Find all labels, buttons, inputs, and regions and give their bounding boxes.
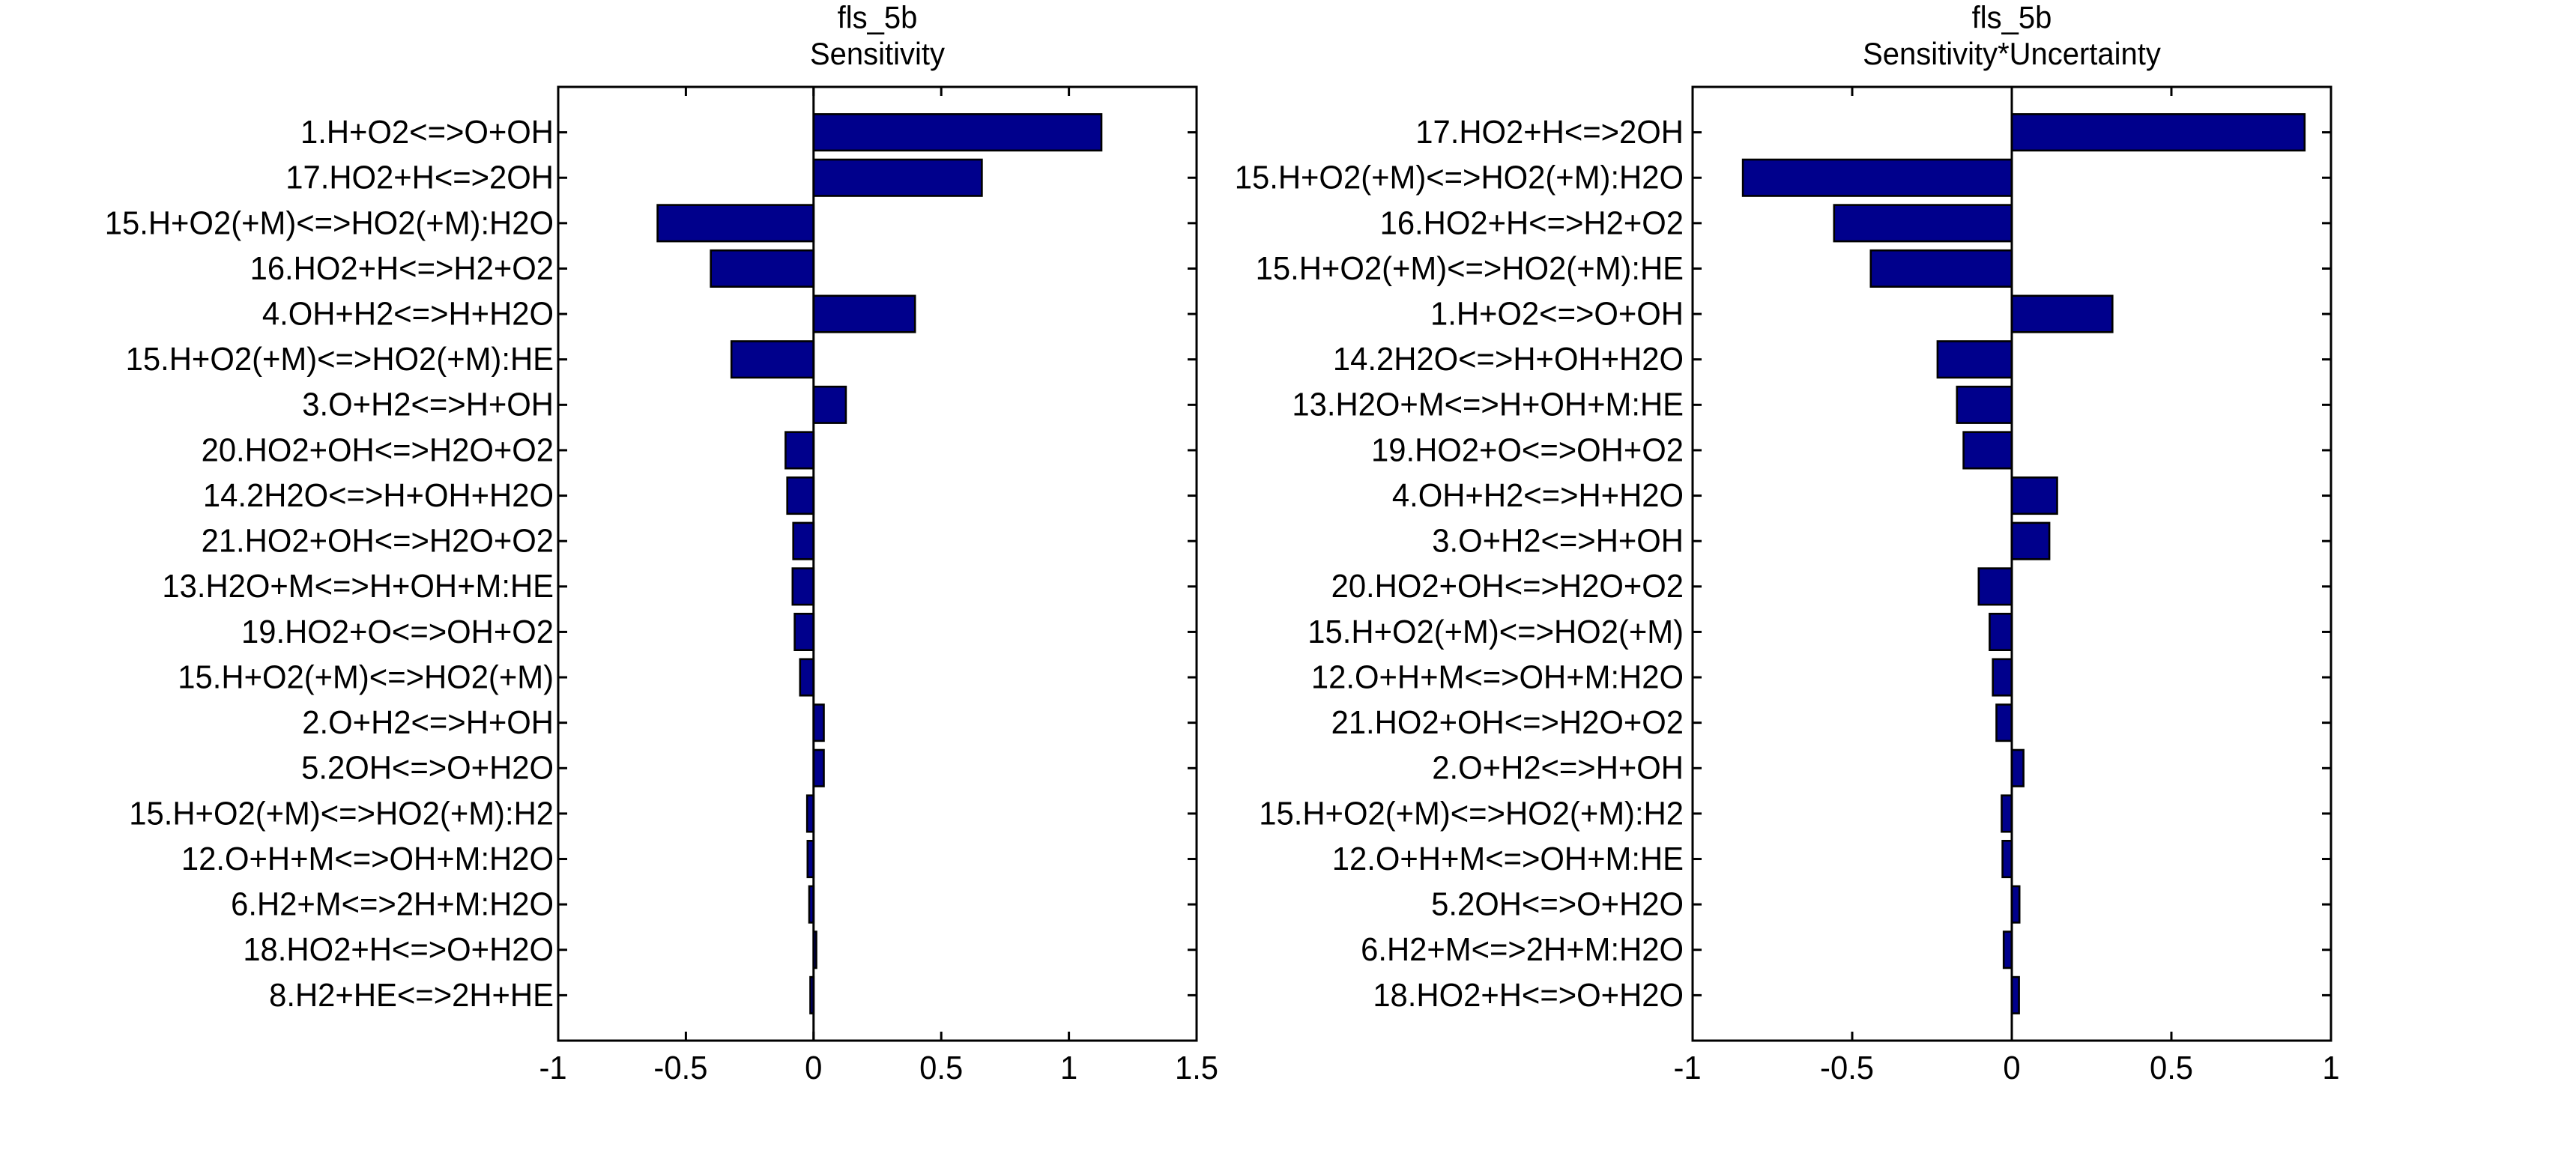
svg-text:19.HO2+O<=>OH+O2: 19.HO2+O<=>OH+O2 (241, 614, 554, 650)
svg-text:15.H+O2(+M)<=>HO2(+M):H2: 15.H+O2(+M)<=>HO2(+M):H2 (1259, 795, 1684, 832)
svg-text:17.HO2+H<=>2OH: 17.HO2+H<=>2OH (285, 160, 554, 196)
svg-text:3.O+H2<=>H+OH: 3.O+H2<=>H+OH (1432, 523, 1684, 560)
svg-text:19.HO2+O<=>OH+O2: 19.HO2+O<=>OH+O2 (1371, 432, 1684, 468)
svg-text:20.HO2+OH<=>H2O+O2: 20.HO2+OH<=>H2O+O2 (1331, 568, 1684, 605)
svg-text:14.2H2O<=>H+OH+H2O: 14.2H2O<=>H+OH+H2O (203, 477, 554, 514)
svg-text:2.O+H2<=>H+OH: 2.O+H2<=>H+OH (302, 704, 554, 741)
svg-text:5.2OH<=>O+H2O: 5.2OH<=>O+H2O (301, 750, 554, 787)
svg-text:18.HO2+H<=>O+H2O: 18.HO2+H<=>O+H2O (243, 931, 554, 968)
svg-text:3.O+H2<=>H+OH: 3.O+H2<=>H+OH (302, 387, 554, 423)
svg-text:13.H2O+M<=>H+OH+M:HE: 13.H2O+M<=>H+OH+M:HE (1292, 387, 1684, 423)
svg-text:5.2OH<=>O+H2O: 5.2OH<=>O+H2O (1431, 886, 1684, 922)
svg-text:0: 0 (805, 1050, 822, 1086)
svg-text:15.H+O2(+M)<=>HO2(+M):HE: 15.H+O2(+M)<=>HO2(+M):HE (1256, 250, 1684, 287)
svg-text:20.HO2+OH<=>H2O+O2: 20.HO2+OH<=>H2O+O2 (202, 432, 554, 468)
svg-text:1: 1 (549, 1050, 566, 1086)
svg-text:17.HO2+H<=>2OH: 17.HO2+H<=>2OH (1415, 114, 1684, 151)
svg-text:15.H+O2(+M)<=>HO2(+M):H2: 15.H+O2(+M)<=>HO2(+M):H2 (129, 795, 554, 832)
svg-text:15.H+O2(+M)<=>HO2(+M):HE: 15.H+O2(+M)<=>HO2(+M):HE (126, 341, 554, 378)
svg-text:4.OH+H2<=>H+H2O: 4.OH+H2<=>H+H2O (1392, 477, 1684, 514)
svg-text:16.HO2+H<=>H2+O2: 16.HO2+H<=>H2+O2 (250, 250, 554, 287)
svg-text:15.H+O2(+M)<=>HO2(+M):H2O: 15.H+O2(+M)<=>HO2(+M):H2O (1235, 160, 1684, 196)
svg-text:12.O+H+M<=>OH+M:H2O: 12.O+H+M<=>OH+M:H2O (181, 841, 554, 877)
svg-text:0.5: 0.5 (2150, 1050, 2193, 1086)
svg-text:12.O+H+M<=>OH+M:HE: 12.O+H+M<=>OH+M:HE (1332, 841, 1684, 877)
svg-text:16.HO2+H<=>H2+O2: 16.HO2+H<=>H2+O2 (1380, 205, 1684, 241)
svg-text:21.HO2+OH<=>H2O+O2: 21.HO2+OH<=>H2O+O2 (202, 523, 554, 560)
svg-text:6.H2+M<=>2H+M:H2O: 6.H2+M<=>2H+M:H2O (1361, 931, 1684, 968)
svg-text:15.H+O2(+M)<=>HO2(+M):H2O: 15.H+O2(+M)<=>HO2(+M):H2O (105, 205, 554, 241)
svg-text:-: - (653, 1050, 664, 1086)
svg-text:1: 1 (1684, 1050, 1701, 1086)
svg-text:0: 0 (2003, 1050, 2020, 1086)
svg-text:15.H+O2(+M)<=>HO2(+M): 15.H+O2(+M)<=>HO2(+M) (1307, 614, 1684, 650)
svg-text:0.5: 0.5 (664, 1050, 707, 1086)
svg-text:0.5: 0.5 (919, 1050, 963, 1086)
svg-text:15.H+O2(+M)<=>HO2(+M): 15.H+O2(+M)<=>HO2(+M) (178, 659, 554, 695)
svg-text:13.H2O+M<=>H+OH+M:HE: 13.H2O+M<=>H+OH+M:HE (162, 568, 554, 605)
svg-text:12.O+H+M<=>OH+M:H2O: 12.O+H+M<=>OH+M:H2O (1311, 659, 1684, 695)
svg-text:1.H+O2<=>O+OH: 1.H+O2<=>O+OH (300, 114, 554, 151)
svg-text:21.HO2+OH<=>H2O+O2: 21.HO2+OH<=>H2O+O2 (1331, 704, 1684, 741)
svg-text:8.H2+HE<=>2H+HE: 8.H2+HE<=>2H+HE (269, 977, 554, 1014)
svg-text:2.O+H2<=>H+OH: 2.O+H2<=>H+OH (1432, 750, 1684, 787)
svg-text:Sensitivity*Uncertainty: Sensitivity*Uncertainty (1863, 36, 2161, 71)
svg-text:1: 1 (1060, 1050, 1077, 1086)
svg-text:1: 1 (2322, 1050, 2339, 1086)
svg-text:-: - (1820, 1050, 1830, 1086)
svg-text:Sensitivity: Sensitivity (810, 36, 945, 71)
svg-text:4.OH+H2<=>H+H2O: 4.OH+H2<=>H+H2O (262, 295, 554, 332)
svg-text:1.5: 1.5 (1175, 1050, 1218, 1086)
svg-text:-: - (1673, 1050, 1684, 1086)
svg-text:0.5: 0.5 (1830, 1050, 1874, 1086)
svg-text:-: - (539, 1050, 549, 1086)
svg-text:6.H2+M<=>2H+M:H2O: 6.H2+M<=>2H+M:H2O (231, 886, 554, 922)
svg-text:18.HO2+H<=>O+H2O: 18.HO2+H<=>O+H2O (1373, 977, 1684, 1014)
svg-text:1.H+O2<=>O+OH: 1.H+O2<=>O+OH (1430, 295, 1684, 332)
svg-text:fls_5b: fls_5b (838, 0, 918, 35)
svg-text:fls_5b: fls_5b (1972, 0, 2052, 35)
svg-text:14.2H2O<=>H+OH+H2O: 14.2H2O<=>H+OH+H2O (1333, 341, 1684, 378)
